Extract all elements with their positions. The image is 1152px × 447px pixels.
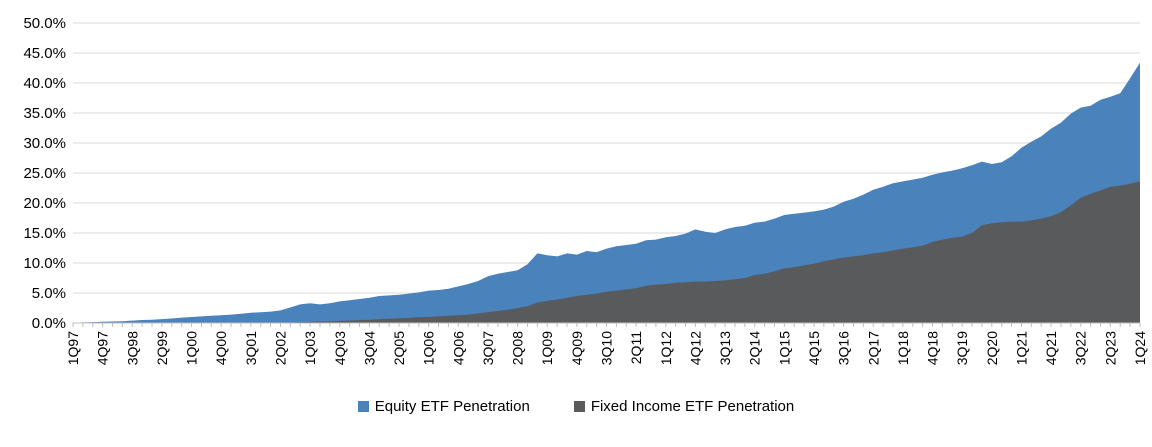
x-axis-label: 2Q20	[984, 331, 1000, 365]
y-axis-label: 15.0%	[23, 225, 66, 242]
x-axis-label: 2Q08	[510, 331, 526, 365]
x-axis-label: 3Q13	[717, 331, 733, 365]
legend-label-fixed-income: Fixed Income ETF Penetration	[590, 398, 795, 415]
x-axis-label: 3Q22	[1073, 331, 1089, 365]
x-axis-label: 3Q04	[361, 331, 377, 365]
x-axis-label: 4Q97	[95, 331, 111, 365]
x-axis-label: 4Q15	[806, 331, 822, 365]
x-axis-label: 2Q99	[154, 331, 170, 365]
x-axis-label: 1Q21	[1013, 331, 1029, 365]
x-axis-label: 3Q07	[480, 331, 496, 365]
x-axis-label: 3Q98	[124, 331, 140, 365]
y-axis-label: 0.0%	[32, 315, 66, 332]
x-axis-label: 1Q18	[895, 331, 911, 365]
x-axis-label: 1Q97	[65, 331, 81, 365]
legend-label-equity: Equity ETF Penetration	[374, 398, 530, 415]
x-axis-label: 1Q03	[302, 331, 318, 365]
x-axis-label: 3Q16	[836, 331, 852, 365]
x-axis-label: 1Q24	[1132, 331, 1148, 365]
x-axis-label: 2Q14	[747, 331, 763, 365]
y-axis-label: 45.0%	[23, 45, 66, 62]
y-axis-label: 10.0%	[23, 255, 66, 272]
x-axis-label: 4Q18	[925, 331, 941, 365]
x-axis-label: 1Q00	[184, 331, 200, 365]
x-axis-label: 3Q10	[599, 331, 615, 365]
x-axis-label: 4Q06	[450, 331, 466, 365]
x-axis-label: 2Q11	[628, 331, 644, 364]
y-axis-label: 5.0%	[32, 285, 66, 302]
legend-item-equity: Equity ETF Penetration	[357, 398, 530, 415]
chart-legend: Equity ETF Penetration Fixed Income ETF …	[0, 398, 1152, 415]
x-axis-label: 4Q21	[1043, 331, 1059, 365]
x-axis-label: 3Q01	[243, 331, 259, 365]
chart-canvas: 50.0% 45.0% 40.0% 35.0% 30.0% 25.0% 20.0% 15.0%…	[23, 15, 1148, 365]
x-axis-label: 1Q15	[776, 331, 792, 365]
x-axis-label: 2Q17	[865, 331, 881, 365]
y-axis-label: 30.0%	[23, 135, 66, 152]
y-axis-label: 50.0%	[23, 15, 66, 32]
fixed-income-area-series	[73, 181, 1140, 323]
x-axis-label: 1Q06	[421, 331, 437, 365]
y-axis-label: 40.0%	[23, 75, 66, 92]
legend-item-fixed-income: Fixed Income ETF Penetration	[573, 398, 795, 415]
y-axis-label: 20.0%	[23, 195, 66, 212]
x-axis-label: 2Q05	[391, 331, 407, 365]
y-axis-label: 35.0%	[23, 105, 66, 122]
legend-swatch-fixed-income	[573, 401, 585, 412]
x-axis-label: 4Q03	[332, 331, 348, 365]
x-axis-label: 4Q09	[569, 331, 585, 365]
x-axis-label: 3Q19	[954, 331, 970, 365]
x-axis-label: 2Q02	[272, 331, 288, 365]
x-axis-label: 4Q00	[213, 331, 229, 365]
x-axis-label: 2Q23	[1102, 331, 1118, 365]
legend-swatch-equity	[357, 401, 369, 412]
x-axis-label: 1Q09	[539, 331, 555, 365]
y-axis-label: 25.0%	[23, 165, 66, 182]
x-axis-label: 4Q12	[687, 331, 703, 365]
x-axis-label: 1Q12	[658, 331, 674, 365]
